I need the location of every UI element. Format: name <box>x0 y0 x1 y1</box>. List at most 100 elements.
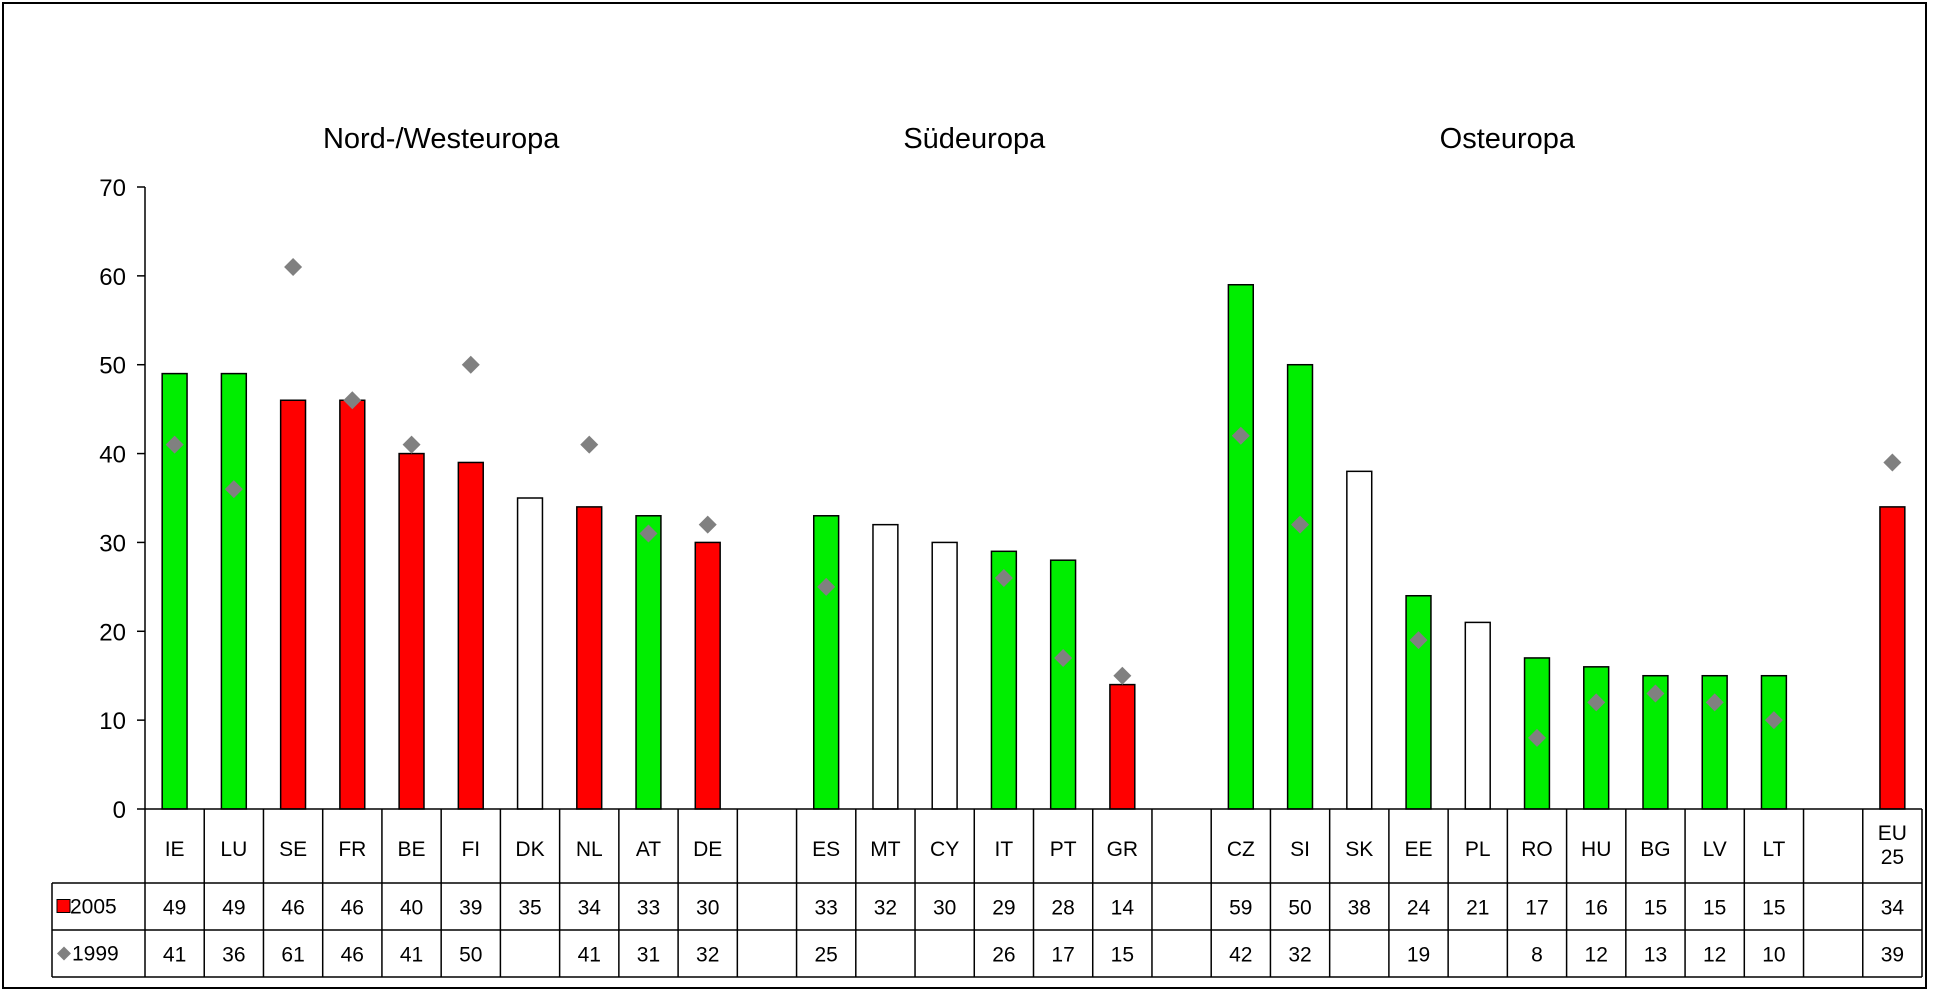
table-value-2005: 32 <box>874 897 897 920</box>
table-value-1999: 41 <box>400 944 423 967</box>
y-tick-label: 60 <box>99 264 126 291</box>
table-value-1999: 46 <box>341 944 364 967</box>
marker-1999-fi <box>461 355 480 374</box>
bar-pt <box>1049 559 1077 810</box>
legend-1999-label: 1999 <box>72 943 119 966</box>
bar-se <box>279 399 307 810</box>
y-tick-label: 50 <box>99 353 126 380</box>
marker-1999-fr <box>343 391 362 410</box>
marker-1999-eu-25 <box>1883 453 1902 472</box>
category-label: LV <box>1703 838 1727 861</box>
category-label: HU <box>1581 838 1611 861</box>
bar-cz <box>1227 283 1255 810</box>
table-value-2005: 14 <box>1111 897 1135 920</box>
category-label: DE <box>693 838 722 861</box>
marker-1999-cz <box>1231 426 1250 445</box>
table-value-1999: 41 <box>163 944 186 967</box>
table-value-2005: 46 <box>341 897 364 920</box>
table-value-1999: 13 <box>1644 944 1667 967</box>
marker-1999-es <box>817 577 836 596</box>
table-value-1999: 39 <box>1881 944 1904 967</box>
bar-hu <box>1583 666 1610 810</box>
table-value-2005: 15 <box>1762 897 1785 920</box>
table-value-1999: 15 <box>1111 944 1134 967</box>
category-label: SK <box>1345 838 1373 861</box>
table-value-2005: 30 <box>933 897 956 920</box>
marker-1999-gr <box>1113 666 1132 685</box>
marker-1999-lv <box>1705 693 1724 712</box>
bar-es <box>812 515 840 810</box>
table-value-2005: 50 <box>1288 897 1311 920</box>
bar-de <box>694 541 721 810</box>
category-label: GR <box>1107 838 1139 861</box>
marker-1999-lu <box>224 480 243 499</box>
table-value-2005: 15 <box>1703 897 1726 920</box>
marker-1999-si <box>1291 515 1310 534</box>
legend-2005-swatch <box>56 899 71 913</box>
group-header: Südeuropa <box>903 123 1046 155</box>
table-value-1999: 61 <box>281 944 304 967</box>
category-label: CZ <box>1227 838 1255 861</box>
category-label: EU 25 <box>1878 822 1907 869</box>
table-value-2005: 21 <box>1466 897 1489 920</box>
table-value-1999: 50 <box>459 944 482 967</box>
table-value-2005: 49 <box>222 897 245 920</box>
y-tick-label: 70 <box>99 175 126 202</box>
category-label: PT <box>1050 838 1077 861</box>
marker-1999-nl <box>580 435 599 454</box>
category-label: CY <box>930 838 959 861</box>
table-value-2005: 16 <box>1585 897 1608 920</box>
bar-be <box>398 452 425 810</box>
table-value-1999: 42 <box>1229 944 1252 967</box>
legend-1999-marker <box>57 946 71 961</box>
table-value-2005: 15 <box>1644 897 1667 920</box>
marker-1999-lt <box>1764 711 1783 730</box>
table-value-1999: 12 <box>1585 944 1608 967</box>
table-value-1999: 25 <box>815 944 838 967</box>
table-value-2005: 17 <box>1525 897 1548 920</box>
marker-1999-at <box>639 524 658 543</box>
bar-cy <box>931 541 958 810</box>
category-label: LT <box>1762 838 1785 861</box>
table-value-1999: 12 <box>1703 944 1726 967</box>
legend-2005-label: 2005 <box>70 896 117 919</box>
bar-si <box>1286 363 1314 810</box>
table-value-2005: 40 <box>400 897 423 920</box>
bar-ee <box>1405 594 1432 810</box>
category-label: MT <box>870 838 900 861</box>
bar-lu <box>220 372 248 810</box>
category-label: BE <box>398 838 426 861</box>
bar-eu-25 <box>1879 506 1906 810</box>
group-header: Osteuropa <box>1440 123 1576 155</box>
y-tick-label: 20 <box>99 619 126 646</box>
table-value-1999: 19 <box>1407 944 1430 967</box>
bar-dk <box>516 497 544 810</box>
table-value-2005: 35 <box>518 897 541 920</box>
marker-1999-hu <box>1587 693 1606 712</box>
table-value-1999: 36 <box>222 944 245 967</box>
marker-1999-ro <box>1527 728 1546 747</box>
marker-1999-it <box>994 568 1013 587</box>
table-value-1999: 41 <box>578 944 601 967</box>
marker-1999-be <box>402 435 421 454</box>
bar-nl <box>576 506 603 810</box>
bar-pl <box>1464 621 1491 810</box>
bar-lt <box>1760 674 1788 810</box>
bar-fi <box>457 461 484 810</box>
table-value-2005: 33 <box>637 897 660 920</box>
table-value-2005: 39 <box>459 897 482 920</box>
marker-1999-ee <box>1409 631 1428 650</box>
category-label: IE <box>165 838 185 861</box>
table-value-2005: 33 <box>815 897 838 920</box>
category-label: DK <box>515 838 544 861</box>
y-tick-label: 10 <box>99 708 126 735</box>
group-header: Nord-/Westeuropa <box>323 123 560 155</box>
table-value-1999: 32 <box>696 944 719 967</box>
table-value-2005: 28 <box>1051 897 1074 920</box>
table-value-1999: 17 <box>1051 944 1074 967</box>
category-label: SE <box>279 838 307 861</box>
category-label: SI <box>1290 838 1310 861</box>
category-label: NL <box>576 838 603 861</box>
